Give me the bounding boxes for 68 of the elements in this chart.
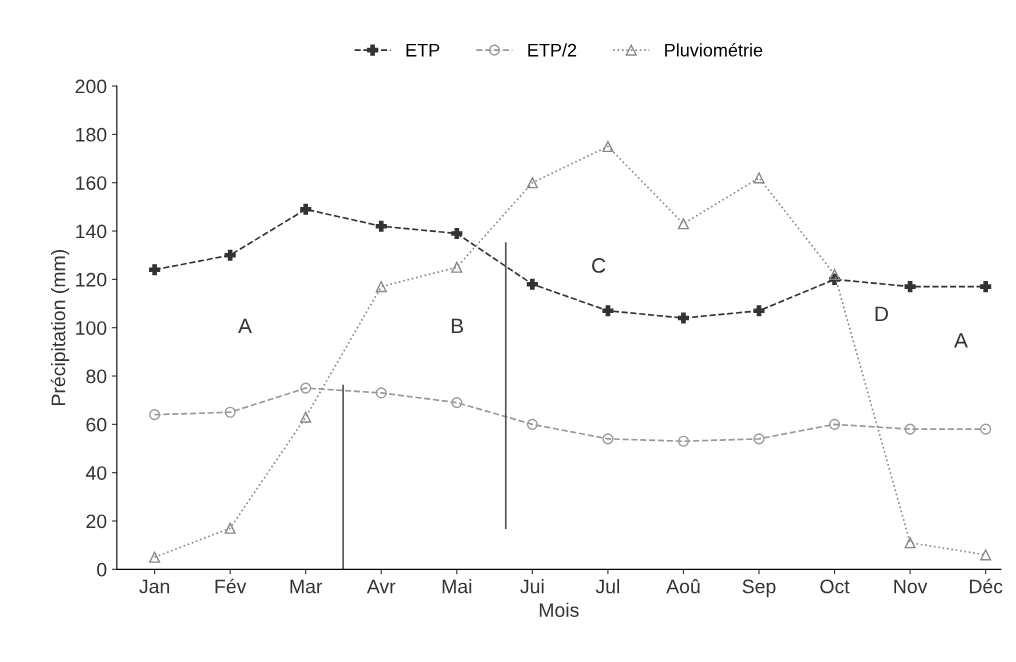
x-tick-label: Déc	[969, 578, 1003, 594]
point	[526, 177, 538, 189]
y-tick-label: 140	[76, 224, 107, 239]
point	[828, 418, 841, 430]
point	[224, 249, 236, 261]
y-tick-label: 200	[75, 79, 107, 94]
point	[980, 423, 992, 435]
point	[677, 218, 690, 230]
x-tick-label: Avr	[366, 579, 396, 594]
point	[149, 551, 161, 563]
point	[602, 140, 614, 153]
annotation: B	[451, 318, 463, 334]
legend-label: ETP/2	[528, 43, 577, 57]
point	[602, 305, 614, 317]
point	[375, 387, 387, 399]
point	[300, 411, 312, 423]
point	[904, 423, 916, 435]
x-tick-label: Mai	[442, 579, 472, 594]
x-tick-label: Aoû	[666, 578, 700, 594]
y-tick-label: 20	[86, 514, 107, 529]
x-tick-label: Oct	[820, 579, 850, 594]
x-tick-label: Sep	[742, 579, 776, 598]
point	[602, 433, 614, 445]
point	[300, 203, 312, 215]
point	[451, 397, 463, 409]
x-axis-title: Mois	[539, 602, 579, 618]
annotation: A	[238, 318, 252, 334]
y-tick-label: 60	[86, 417, 107, 432]
point	[224, 522, 236, 534]
annotation: A	[954, 333, 968, 348]
point	[224, 406, 236, 418]
point	[753, 172, 765, 184]
point	[375, 220, 387, 232]
x-tick-label: Mar	[290, 579, 323, 594]
point	[149, 409, 161, 421]
x-tick-label: Nov	[894, 579, 928, 594]
x-tick-label: Fév	[215, 578, 247, 594]
y-tick-label: 40	[85, 466, 107, 480]
point	[451, 227, 463, 240]
point	[526, 418, 538, 430]
legend-label: ETP	[406, 43, 440, 57]
point	[753, 433, 765, 445]
annotation: D	[875, 306, 888, 321]
x-tick-label: Jul	[595, 579, 620, 594]
y-tick-label: 120	[76, 272, 107, 287]
y-tick-label: 80	[86, 369, 107, 384]
y-axis-title: Précipitation (mm)	[50, 250, 70, 405]
point	[753, 305, 765, 317]
point	[677, 312, 690, 324]
point	[526, 278, 538, 290]
point	[375, 281, 387, 293]
point	[828, 268, 841, 281]
point	[904, 281, 916, 293]
legend-label: Pluviométrie	[665, 43, 763, 57]
point	[980, 549, 992, 561]
y-tick-label: 180	[76, 127, 107, 142]
point	[451, 261, 463, 273]
point	[980, 281, 992, 293]
point	[149, 264, 161, 276]
annotation: C	[592, 258, 606, 273]
x-tick-label: Jui	[520, 579, 544, 594]
y-tick-label: 160	[76, 176, 107, 190]
y-tick-label: 0	[97, 562, 107, 577]
x-tick-label: Jan	[139, 579, 170, 594]
y-tick-label: 100	[76, 321, 107, 335]
point	[904, 537, 916, 549]
point	[300, 382, 312, 394]
point	[677, 435, 690, 447]
